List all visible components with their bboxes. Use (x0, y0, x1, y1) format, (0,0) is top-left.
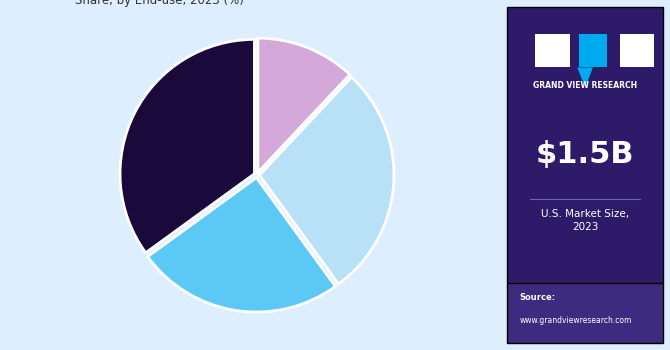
Text: U.S. Market Size,
2023: U.S. Market Size, 2023 (541, 209, 629, 232)
Text: $1.5B: $1.5B (536, 140, 634, 169)
Text: www.grandviewresearch.com: www.grandviewresearch.com (519, 316, 632, 325)
FancyBboxPatch shape (507, 282, 663, 343)
FancyBboxPatch shape (535, 34, 570, 68)
Text: GRAND VIEW RESEARCH: GRAND VIEW RESEARCH (533, 81, 637, 90)
Text: Source:: Source: (519, 293, 555, 302)
Wedge shape (147, 178, 336, 312)
Wedge shape (259, 77, 394, 284)
Wedge shape (120, 40, 255, 253)
FancyBboxPatch shape (579, 34, 607, 68)
Wedge shape (258, 38, 350, 173)
FancyBboxPatch shape (620, 34, 654, 68)
Text: Share, by End-use, 2023 (%): Share, by End-use, 2023 (%) (76, 0, 245, 7)
Polygon shape (578, 68, 593, 88)
FancyBboxPatch shape (507, 7, 663, 343)
